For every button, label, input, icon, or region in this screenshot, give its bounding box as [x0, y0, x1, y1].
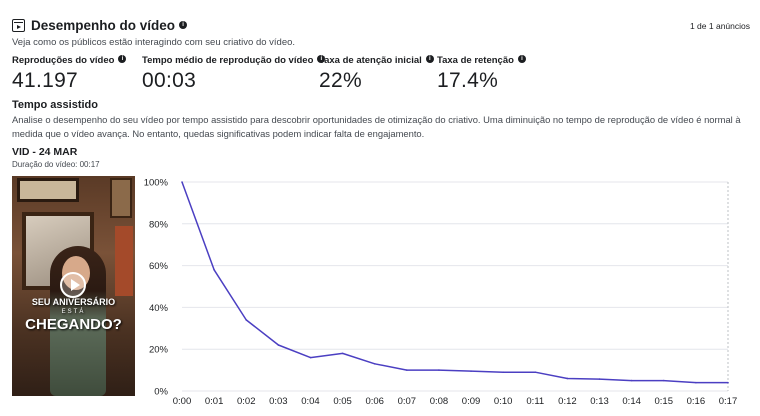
data-point — [438, 369, 440, 371]
video-thumbnail[interactable]: SEU ANIVERSÁRIO ESTÁ CHEGANDO? — [12, 176, 135, 396]
section-description: Analise o desempenho do seu vídeo por te… — [12, 114, 741, 139]
data-point — [727, 381, 729, 384]
page-subtitle: Veja como os públicos estão interagindo … — [12, 37, 296, 48]
x-tick-label: 0:13 — [590, 396, 609, 407]
metric-label: Taxa de atenção inicial — [319, 55, 422, 66]
info-icon[interactable]: i — [118, 55, 127, 64]
video-duration: Duração do vídeo: 00:17 — [12, 160, 100, 169]
info-icon[interactable]: i — [425, 55, 434, 64]
wall-frame — [115, 226, 133, 296]
video-icon — [12, 19, 25, 32]
data-point — [341, 352, 344, 355]
x-tick-label: 0:03 — [269, 396, 288, 407]
overlay-text-line1: SEU ANIVERSÁRIO — [31, 297, 116, 307]
x-tick-label: 0:16 — [687, 396, 706, 407]
info-icon[interactable]: i — [517, 55, 526, 64]
section-title: Tempo assistido — [12, 99, 98, 111]
x-tick-label: 0:02 — [237, 396, 256, 407]
data-point — [245, 319, 248, 321]
x-tick-label: 0:00 — [173, 396, 192, 407]
metric-retention-rate: Taxa de retenção i 17.4% — [437, 55, 547, 93]
data-point — [598, 378, 601, 380]
data-point — [213, 268, 215, 271]
x-tick-label: 0:05 — [333, 396, 352, 407]
retention-line-chart: 0% 20% 40% 60% 80% 100% 0:00 0:01 0:02 0:03 0:04 0:… — [144, 178, 738, 408]
x-tick-label: 0:04 — [301, 396, 320, 407]
data-point — [566, 377, 569, 380]
metric-avg-play-time: Tempo médio de reprodução do vídeo i 00:0… — [142, 55, 326, 93]
x-tick-label: 0:11 — [526, 396, 544, 407]
y-tick-label: 60% — [149, 261, 169, 272]
overlay-text-line3: CHEGANDO? — [25, 316, 122, 333]
metric-label: Tempo médio de reprodução do vídeo — [142, 55, 314, 66]
video-performance-header: Desempenho do vídeo i 1 de 1 anúncios Ve… — [12, 18, 752, 48]
metric-value: 17.4% — [437, 69, 499, 92]
data-point — [373, 363, 376, 365]
x-tick-label: 0:08 — [430, 396, 449, 407]
ad-count: 1 de 1 anúncios — [689, 21, 750, 31]
y-tick-label: 20% — [149, 345, 169, 356]
metric-label: Taxa de retenção — [437, 55, 514, 66]
x-tick-label: 0:12 — [558, 396, 577, 407]
metric-value: 00:03 — [142, 69, 197, 92]
data-point — [181, 181, 183, 183]
data-point — [309, 356, 312, 359]
x-tick-label: 0:15 — [655, 396, 674, 407]
data-point — [662, 379, 665, 382]
y-tick-label: 0% — [154, 387, 168, 398]
data-point — [502, 371, 504, 373]
wall-frame — [17, 178, 79, 202]
play-icon[interactable] — [60, 272, 86, 298]
info-icon[interactable]: i — [317, 55, 326, 64]
y-tick-label: 40% — [149, 303, 169, 314]
wall-frame — [110, 178, 132, 218]
data-point — [277, 344, 280, 346]
data-point — [630, 379, 633, 382]
metric-initial-attention-rate: Taxa de atenção inicial i 22% — [319, 55, 434, 93]
data-point — [406, 369, 408, 371]
x-tick-label: 0:07 — [398, 396, 417, 407]
data-point — [695, 381, 697, 384]
metric-label: Reproduções do vídeo — [12, 55, 115, 66]
x-tick-label: 0:17 — [719, 396, 738, 407]
y-tick-label: 80% — [149, 219, 169, 230]
info-icon[interactable]: i — [179, 20, 188, 29]
x-tick-label: 0:10 — [494, 396, 513, 407]
x-tick-label: 0:09 — [462, 396, 481, 407]
x-tick-label: 0:14 — [622, 396, 641, 407]
overlay-text-line2: ESTÁ — [61, 309, 86, 315]
data-point — [534, 371, 537, 373]
y-tick-label: 100% — [144, 178, 169, 189]
video-title: VID - 24 MAR — [12, 146, 78, 158]
metric-value: 41.197 — [12, 69, 79, 92]
x-tick-label: 0:01 — [205, 396, 224, 407]
series-line — [181, 181, 728, 384]
metrics-row: Reproduções do vídeo i 41.197 Tempo médio… — [12, 55, 563, 93]
metric-video-plays: Reproduções do vídeo i 41.197 — [12, 55, 127, 93]
metric-value: 22% — [319, 69, 362, 92]
page-title: Desempenho do vídeo — [31, 18, 176, 33]
x-tick-label: 0:06 — [365, 396, 384, 407]
data-point — [470, 370, 472, 372]
